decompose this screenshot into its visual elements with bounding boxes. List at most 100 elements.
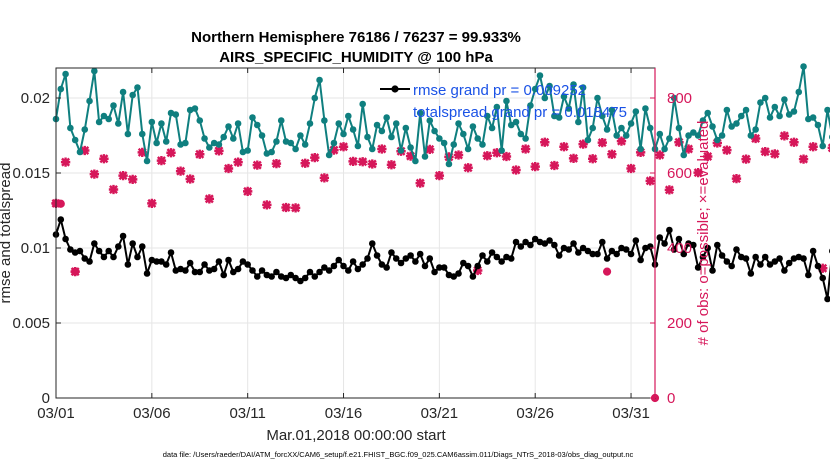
rmse-point	[555, 252, 563, 259]
rmse-point	[225, 256, 232, 264]
totalspread-point	[546, 82, 553, 90]
rmse-point	[713, 241, 721, 249]
totalspread-point	[301, 141, 309, 148]
totalspread-point	[407, 144, 414, 151]
totalspread-point	[277, 117, 285, 124]
x-axis-label: Mar.01,2018 00:00:00 start	[266, 427, 446, 444]
totalspread-point	[392, 120, 400, 127]
rmse-point	[584, 247, 592, 255]
totalspread-point	[752, 126, 759, 133]
rmse-point	[215, 258, 223, 265]
obs-evaluated-marker	[482, 151, 492, 161]
totalspread-point	[86, 97, 93, 105]
x-tick-label: 03/01	[37, 405, 75, 422]
totalspread-point	[733, 120, 740, 127]
totalspread-point	[234, 120, 242, 127]
rmse-point	[498, 258, 505, 265]
rmse-point	[129, 240, 136, 247]
y-left-tick-label: 0.01	[21, 240, 50, 257]
obs-evaluated-marker	[166, 148, 176, 158]
totalspread-point	[603, 126, 611, 133]
obs-evaluated-marker	[626, 163, 636, 174]
rmse-point	[316, 268, 323, 276]
totalspread-point	[335, 120, 343, 127]
rmse-point	[100, 253, 108, 261]
rmse-point	[632, 237, 640, 244]
rmse-point	[637, 256, 644, 264]
totalspread-point	[637, 145, 644, 153]
rmse-point	[321, 264, 328, 271]
totalspread-point	[62, 70, 69, 78]
totalspread-point	[196, 117, 204, 124]
rmse-point	[479, 252, 486, 259]
obs-evaluated-marker	[147, 198, 157, 209]
totalspread-point	[138, 130, 146, 138]
rmse-point	[431, 268, 438, 276]
x-tick-label: 03/16	[325, 405, 363, 422]
rmse-point	[690, 241, 697, 249]
rmse-line	[55, 218, 830, 300]
obs-evaluated-marker	[89, 169, 100, 179]
totalspread-point	[354, 142, 362, 150]
totalspread-point	[172, 111, 180, 118]
obs-evaluated-marker	[492, 148, 502, 158]
totalspread-point	[646, 124, 654, 132]
rmse-point	[594, 250, 601, 258]
data-file-footer: data file: /Users/raeder/DAI/ATM_forcXX/…	[163, 450, 634, 459]
rmse-point	[368, 240, 376, 247]
totalspread-point	[421, 153, 429, 160]
rmse-point	[239, 258, 247, 265]
rmse-point	[67, 246, 74, 253]
obs-evaluated-marker	[290, 203, 301, 213]
totalspread-point	[100, 112, 108, 120]
totalspread-point	[661, 145, 668, 153]
totalspread-point	[359, 100, 366, 108]
rmse-point	[757, 261, 764, 268]
totalspread-point	[134, 84, 141, 91]
rmse-point	[527, 241, 534, 249]
totalspread-point	[503, 97, 510, 105]
rmse-point	[191, 268, 199, 276]
totalspread-point	[460, 130, 467, 138]
obs-evaluated-marker	[319, 173, 330, 183]
totalspread-point	[522, 135, 529, 142]
obs-evaluated-marker	[798, 154, 809, 164]
rmse-point	[196, 268, 204, 276]
rmse-point	[95, 247, 103, 255]
totalspread-point	[201, 135, 208, 142]
obs-evaluated-marker	[405, 151, 416, 161]
rmse-point	[627, 250, 635, 258]
obs-evaluated-marker	[223, 163, 234, 174]
rmse-point	[244, 261, 251, 268]
totalspread-point	[498, 147, 505, 154]
obs-evaluated-marker	[156, 155, 167, 166]
obs-evaluated-marker	[568, 153, 579, 164]
rmse-point	[138, 243, 146, 250]
obs-evaluated-marker	[434, 170, 445, 181]
rmse-point	[507, 255, 515, 262]
totalspread-point	[311, 94, 319, 102]
rmse-point	[292, 274, 299, 282]
totalspread-point	[431, 127, 438, 135]
totalspread-point	[570, 81, 577, 88]
totalspread-point	[589, 124, 597, 132]
rmse-point	[330, 262, 338, 270]
obs-evaluated-marker	[243, 186, 253, 197]
rmse-point	[86, 258, 93, 265]
rmse-series	[52, 216, 830, 303]
rmse-point	[661, 240, 668, 247]
totalspread-point	[541, 94, 549, 102]
totalspread-point	[402, 124, 410, 132]
rmse-point	[158, 258, 165, 265]
rmse-point	[282, 274, 290, 282]
obs-evaluated-marker	[722, 145, 732, 155]
totalspread-point	[220, 133, 228, 141]
totalspread-point	[258, 132, 266, 139]
y-left-tick-label: 0.02	[21, 90, 50, 107]
x-tick-label: 03/21	[421, 405, 459, 422]
chart-subtitle: AIRS_SPECIFIC_HUMIDITY @ 100 hPa	[219, 49, 493, 66]
rmse-point	[287, 271, 295, 279]
rmse-point	[761, 253, 769, 261]
totalspread-point	[483, 112, 491, 120]
rmse-point	[570, 240, 577, 247]
